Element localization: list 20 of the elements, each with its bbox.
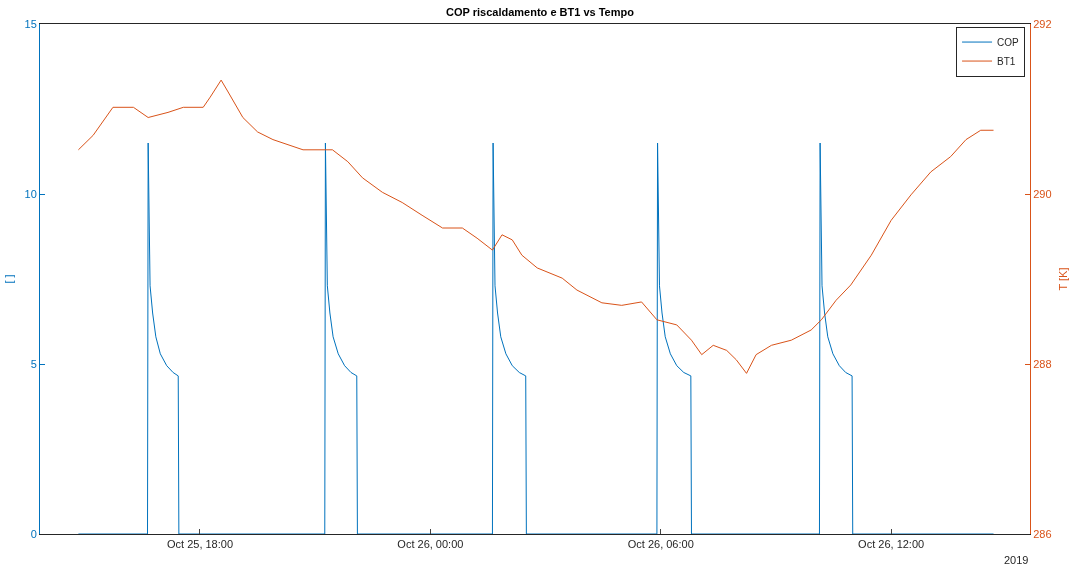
legend-label: BT1 — [997, 55, 1016, 67]
y2-axis-title: T [K] — [1056, 267, 1069, 291]
line-series — [77, 142, 995, 534]
x-tick-label: Oct 26, 06:00 — [627, 538, 694, 551]
y2-tick-label: 286 — [1033, 527, 1052, 540]
line-series — [77, 79, 995, 374]
y2-tick-label: 290 — [1033, 187, 1052, 200]
x-tick-label: Oct 26, 00:00 — [397, 538, 464, 551]
y-tick-label: 0 — [30, 527, 37, 540]
chart-title: COP riscaldamento e BT1 vs Tempo — [446, 6, 635, 19]
y-tick-label: 10 — [24, 187, 37, 200]
text: 2019 — [1004, 554, 1029, 566]
y2-tick-label: 292 — [1033, 17, 1052, 30]
y-tick-label: 15 — [24, 17, 37, 30]
x-tick-label: Oct 25, 18:00 — [166, 538, 234, 551]
legend-label: COP — [997, 36, 1020, 48]
y-axis-title: [ ] — [3, 274, 16, 284]
y-tick-label: 5 — [30, 357, 37, 370]
y2-tick-label: 288 — [1033, 357, 1052, 370]
x-tick-label: Oct 26, 12:00 — [858, 538, 925, 551]
